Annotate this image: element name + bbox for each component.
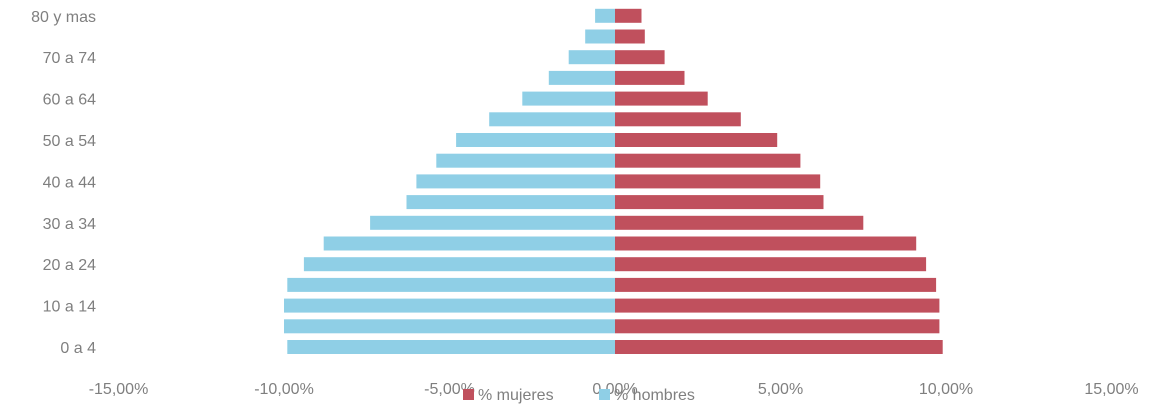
- bar-hombres-35-a-39: [406, 195, 615, 210]
- bar-hombres-30-a-34: [370, 215, 615, 230]
- y-tick-label: 30 a 34: [43, 216, 96, 233]
- legend-swatch-mujeres: [463, 389, 474, 400]
- y-tick-label: 20 a 24: [43, 257, 96, 274]
- bar-mujeres-50-a-54: [615, 133, 778, 147]
- y-axis-labels: 0 a 4 10 a 14 20 a 24 30 a 34 40 a 44 50 a 54…: [31, 9, 96, 357]
- bar-mujeres-30-a-34: [615, 215, 864, 230]
- bar-hombres-10-a-14: [284, 298, 615, 313]
- bar-mujeres-35-a-39: [615, 195, 824, 210]
- y-tick-label: 50 a 54: [43, 133, 96, 150]
- x-tick-label: -10,00%: [254, 381, 314, 398]
- bar-hombres-55-a-59: [489, 112, 615, 127]
- y-tick-label: 40 a 44: [43, 174, 96, 191]
- bar-mujeres-40-a-44: [615, 174, 821, 189]
- bar-mujeres-25-a-29: [615, 236, 917, 251]
- y-tick-label: 70 a 74: [43, 50, 96, 67]
- x-tick-label: 15,00%: [1084, 381, 1138, 398]
- x-tick-label: 10,00%: [919, 381, 973, 398]
- bar-mujeres-65-a-69: [615, 70, 685, 85]
- x-tick-label: 5,00%: [758, 381, 803, 398]
- bar-hombres-15-a-19: [287, 277, 615, 292]
- bar-hombres-5-a-9: [284, 319, 615, 334]
- bar-hombres-45-a-49: [436, 153, 615, 168]
- bar-hombres-60-a-64: [522, 91, 615, 106]
- bar-hombres-0-a-4: [287, 340, 615, 354]
- legend: % mujeres % hombres: [463, 387, 695, 404]
- x-axis-labels: -15,00% -10,00% -5,00% 0,00% 5,00% 10,00% 15,0…: [89, 381, 1139, 398]
- bar-mujeres-15-a-19: [615, 277, 937, 292]
- legend-label-mujeres: % mujeres: [478, 387, 554, 404]
- bar-mujeres-75-a-79: [615, 29, 645, 44]
- bar-hombres-70-a-74: [568, 50, 615, 65]
- y-tick-label: 60 a 64: [43, 92, 96, 109]
- bar-hombres-50-a-54: [456, 133, 615, 147]
- bar-hombres-65-a-69: [548, 70, 615, 85]
- bar-hombres-25-a-29: [323, 236, 615, 251]
- bar-hombres-80-y-mas: [595, 8, 615, 23]
- y-tick-label: 80 y mas: [31, 9, 96, 26]
- bar-mujeres-55-a-59: [615, 112, 741, 127]
- bar-mujeres-20-a-24: [615, 257, 927, 272]
- bar-hombres-40-a-44: [416, 174, 615, 189]
- y-tick-label: 10 a 14: [43, 299, 96, 316]
- y-tick-label: 0 a 4: [60, 340, 96, 357]
- bars-layer: [284, 8, 943, 354]
- legend-label-hombres: % hombres: [614, 387, 695, 404]
- x-tick-label: -15,00%: [89, 381, 149, 398]
- bar-mujeres-5-a-9: [615, 319, 940, 334]
- bar-hombres-20-a-24: [303, 257, 615, 272]
- bar-mujeres-45-a-49: [615, 153, 801, 168]
- bar-mujeres-0-a-4: [615, 340, 943, 354]
- legend-swatch-hombres: [599, 389, 610, 400]
- bar-mujeres-80-y-mas: [615, 8, 642, 23]
- bar-hombres-75-a-79: [585, 29, 615, 44]
- bar-mujeres-10-a-14: [615, 298, 940, 313]
- bar-mujeres-60-a-64: [615, 91, 708, 106]
- bar-mujeres-70-a-74: [615, 50, 665, 65]
- x-tick-label: -5,00%: [424, 381, 475, 398]
